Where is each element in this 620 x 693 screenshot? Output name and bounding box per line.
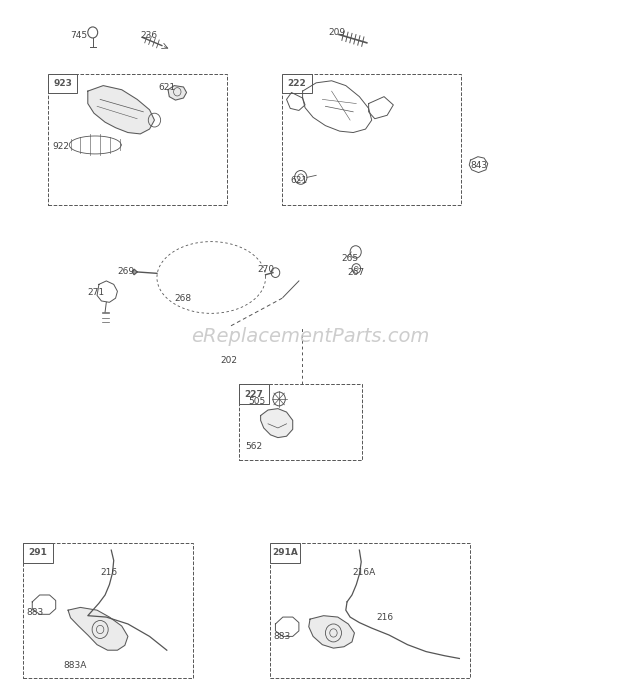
Text: 267: 267 <box>347 268 364 277</box>
Text: 216: 216 <box>377 613 394 622</box>
Text: 562: 562 <box>245 442 262 451</box>
Text: 216: 216 <box>100 568 117 577</box>
Text: 209: 209 <box>329 28 345 37</box>
Bar <box>270 543 471 678</box>
Bar <box>239 385 363 460</box>
Polygon shape <box>309 615 355 648</box>
Bar <box>282 74 461 205</box>
Text: 216A: 216A <box>352 568 375 577</box>
Text: 883: 883 <box>26 608 43 617</box>
Bar <box>48 74 227 205</box>
Text: 883: 883 <box>273 632 290 641</box>
Text: 271: 271 <box>88 288 105 297</box>
Text: 236: 236 <box>140 31 157 40</box>
Bar <box>282 74 312 93</box>
Text: 923: 923 <box>53 79 72 88</box>
Text: 291: 291 <box>29 548 47 557</box>
Polygon shape <box>168 86 187 100</box>
Text: 843: 843 <box>471 161 487 170</box>
Polygon shape <box>88 86 154 134</box>
Text: 268: 268 <box>174 294 192 303</box>
Text: 227: 227 <box>244 389 264 398</box>
Text: 745: 745 <box>71 31 88 40</box>
Bar <box>239 385 268 404</box>
Text: 270: 270 <box>257 265 275 274</box>
Text: 291A: 291A <box>272 548 298 557</box>
Text: 621: 621 <box>159 83 176 92</box>
Polygon shape <box>260 409 293 437</box>
Text: 883A: 883A <box>63 661 86 670</box>
Text: 269: 269 <box>117 267 134 277</box>
Bar <box>270 543 299 563</box>
Text: 265: 265 <box>341 254 358 263</box>
Text: 922: 922 <box>53 142 69 151</box>
Bar <box>48 74 78 93</box>
Polygon shape <box>132 269 137 274</box>
Text: 222: 222 <box>288 79 306 88</box>
Text: 505: 505 <box>248 397 265 406</box>
Polygon shape <box>68 607 128 650</box>
Text: eReplacementParts.com: eReplacementParts.com <box>191 326 429 346</box>
Text: 202: 202 <box>221 356 237 365</box>
Text: 621: 621 <box>291 176 308 185</box>
Bar <box>23 543 53 563</box>
Bar <box>23 543 193 678</box>
